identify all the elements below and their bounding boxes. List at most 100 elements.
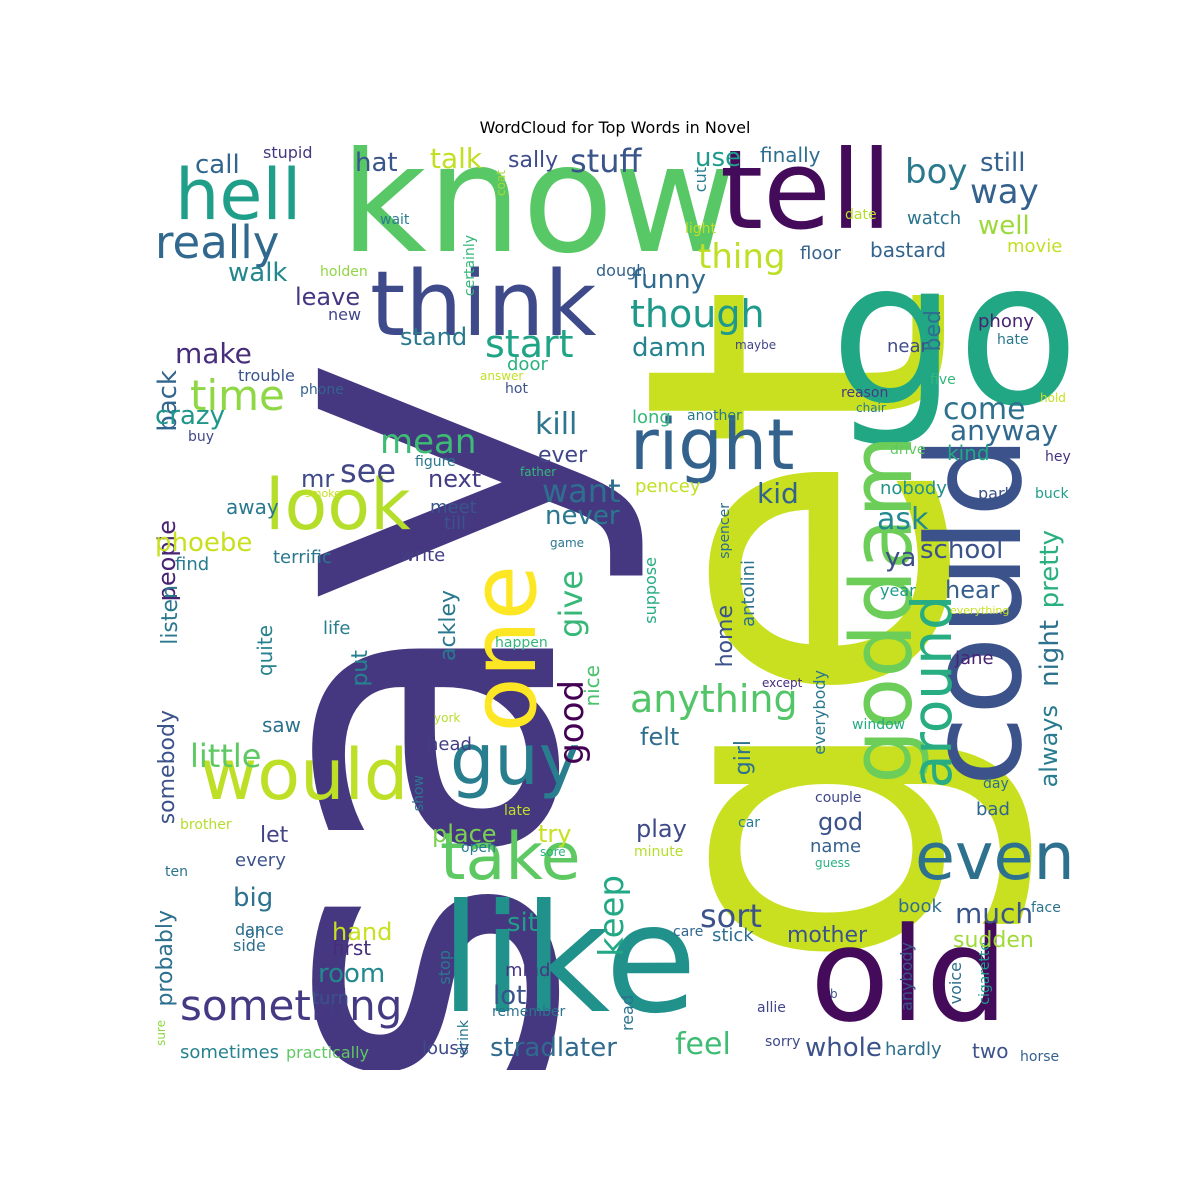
word-kill: kill <box>535 407 578 442</box>
word-pencey: pencey <box>635 476 701 497</box>
word-guy: guy <box>450 719 581 801</box>
word-like: like <box>440 873 698 1047</box>
word-ask: ask <box>877 502 929 537</box>
word-girl: girl <box>731 740 756 776</box>
word-ten: ten <box>165 864 188 880</box>
word-nobody: nobody <box>880 478 947 499</box>
word-york: york <box>434 711 461 725</box>
word-open: open <box>461 840 496 856</box>
word-ackley: ackley <box>436 590 461 661</box>
word-drive: drive <box>890 442 926 458</box>
word-happen: happen <box>495 635 548 651</box>
word-read: read <box>618 995 637 1032</box>
word-never: never <box>545 501 620 531</box>
word-talk: talk <box>430 145 483 175</box>
word-phoebe: phoebe <box>155 528 253 558</box>
word-maybe: maybe <box>735 338 777 352</box>
word-place: place <box>432 820 497 848</box>
word-figure: figure <box>415 454 456 470</box>
word-damn: damn <box>632 333 707 363</box>
word-ever: ever <box>538 443 588 468</box>
word-door: door <box>507 354 548 375</box>
word-whole: whole <box>805 1033 882 1063</box>
word-hold: hold <box>1040 391 1066 405</box>
word-brother: brother <box>180 817 232 833</box>
word-care: care <box>673 924 704 940</box>
word-crazy: crazy <box>155 401 225 431</box>
word-stuff: stuff <box>570 145 642 180</box>
word-five: five <box>930 372 956 388</box>
word-buck: buck <box>1035 486 1069 502</box>
word-certainly: certainly <box>462 235 478 297</box>
word-keep: keep <box>592 875 632 957</box>
word-walk: walk <box>228 258 288 288</box>
word-pretty: pretty <box>1035 530 1065 609</box>
word-always: always <box>1035 705 1063 788</box>
word-meet: meet <box>430 497 477 518</box>
word-holden: holden <box>320 264 368 280</box>
word-mean: mean <box>380 422 477 462</box>
word-every: every <box>235 850 286 871</box>
word-bad: bad <box>976 799 1010 820</box>
word-sort: sort <box>700 897 762 935</box>
word-sometimes: sometimes <box>180 1042 280 1063</box>
word-floor: floor <box>800 243 841 264</box>
word-oh: oh <box>245 923 265 942</box>
word-anybody: anybody <box>897 942 916 1011</box>
word-trouble: trouble <box>238 366 295 385</box>
word-take: take <box>440 820 581 895</box>
word-though: though <box>630 292 765 336</box>
word-life: life <box>323 618 351 639</box>
word-light: light <box>685 221 717 237</box>
word-hell: hell <box>175 154 302 236</box>
word-year: year <box>880 581 916 600</box>
word-horse: horse <box>1020 1049 1060 1065</box>
word-answer: answer <box>480 369 524 383</box>
word-cloud: say get go know tell like old could one think godd… <box>150 145 1075 1070</box>
word-couple: couple <box>815 790 862 806</box>
word-sit: sit <box>507 908 538 938</box>
word-first: first <box>332 936 372 960</box>
word-call: call <box>195 150 240 180</box>
word-time: time <box>190 371 285 420</box>
word-face: face <box>1031 900 1061 916</box>
word-nice: nice <box>580 665 604 707</box>
word-chair: chair <box>856 401 886 415</box>
word-feel: feel <box>675 1027 731 1062</box>
word-funny: funny <box>632 265 706 295</box>
word-date: date <box>845 207 877 223</box>
word-stradlater: stradlater <box>490 1033 617 1063</box>
word-see: see <box>340 452 397 490</box>
word-hear: hear <box>945 576 1000 604</box>
word-two: two <box>972 1039 1009 1063</box>
word-think: think <box>370 252 597 357</box>
word-late: late <box>504 803 531 819</box>
word-buy: buy <box>188 429 215 445</box>
word-room: room <box>318 959 386 989</box>
word-god: god <box>818 808 864 836</box>
word-away: away <box>226 495 279 519</box>
word-listen: listen <box>158 585 183 645</box>
word-till: till <box>444 513 467 534</box>
word-even: even <box>915 820 1075 895</box>
word-mother: mother <box>787 923 868 948</box>
word-still: still <box>980 148 1026 178</box>
word-right: right <box>630 404 795 486</box>
word-know: know <box>340 145 737 287</box>
word-antolini: antolini <box>738 560 759 627</box>
word-tell: tell <box>720 145 892 254</box>
word-guess: guess <box>815 856 851 870</box>
word-lousy: lousy <box>422 1038 470 1059</box>
word-hardly: hardly <box>885 1039 942 1060</box>
word-car: car <box>738 815 761 831</box>
word-wait: wait <box>380 212 410 228</box>
word-except: except <box>762 676 803 690</box>
word-play: play <box>636 815 687 843</box>
word-saw: saw <box>262 713 302 737</box>
word-quite: quite <box>253 625 277 677</box>
word-sure: sure <box>154 1020 168 1046</box>
word-new: new <box>328 305 362 324</box>
word-night: night <box>1035 620 1065 687</box>
word-would: would <box>200 734 409 816</box>
word-boy: boy <box>905 152 968 192</box>
